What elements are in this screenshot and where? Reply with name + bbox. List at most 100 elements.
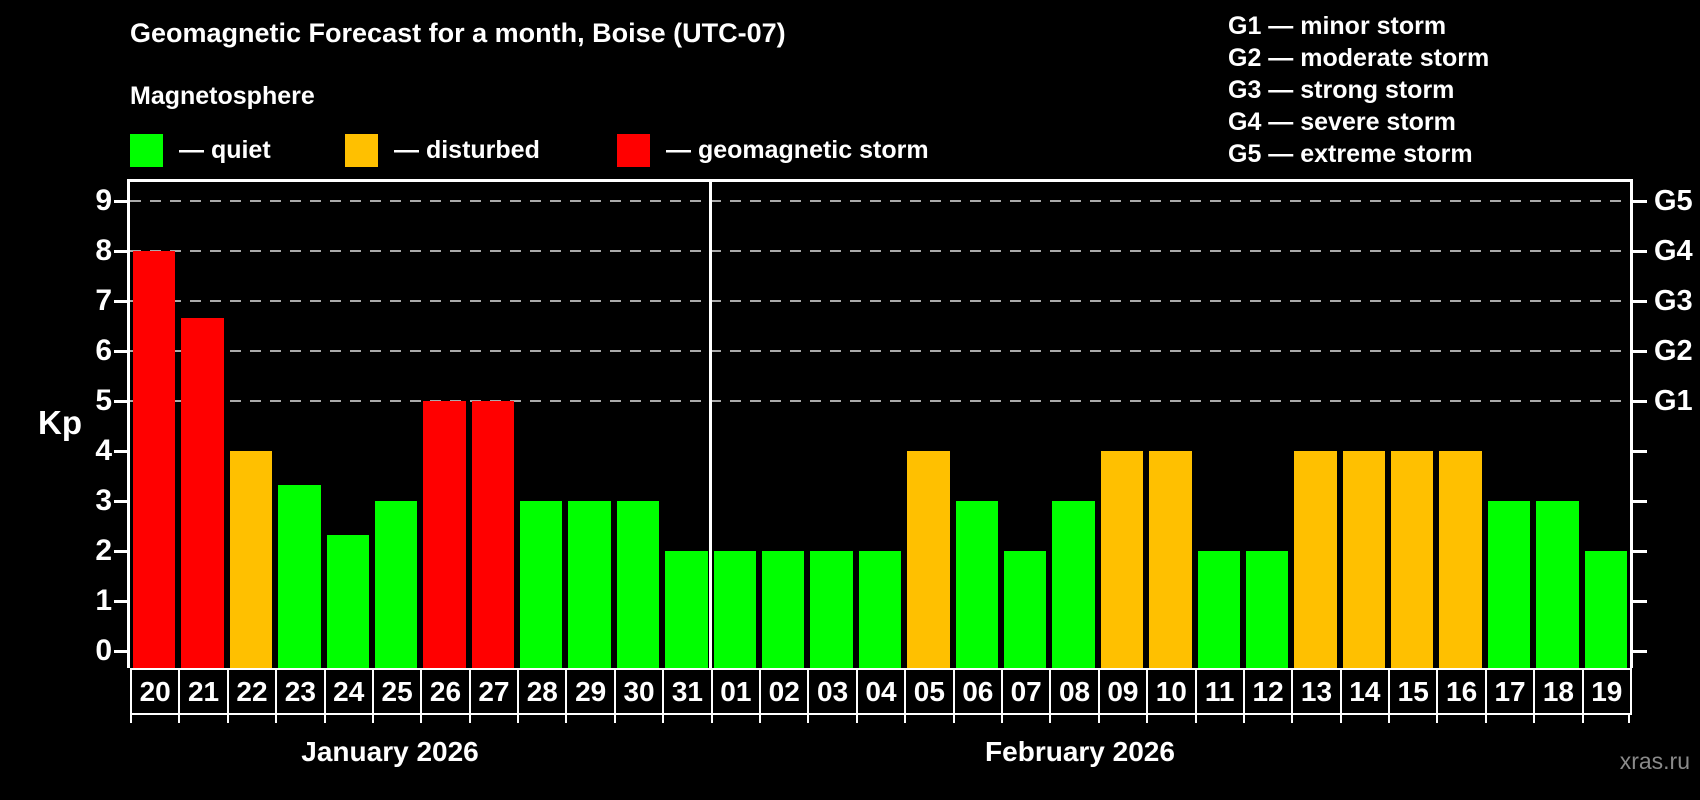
date-cell-25: 25 [371,668,423,715]
y-tick-7 [114,299,130,303]
date-cell-11: 11 [1194,668,1245,715]
g-legend-line-3: G3 — strong storm [1228,76,1455,104]
date-boundary-tick [275,715,278,723]
y-tick-4 [114,449,130,453]
date-boundary-tick [517,715,520,723]
kp-bar-30 [616,501,660,668]
g-level-label-G4: G4 [1654,235,1693,267]
date-cell-19: 19 [1581,668,1632,715]
kp-bar-26 [423,401,466,668]
date-cell-10: 10 [1146,668,1197,715]
date-boundary-tick [1436,715,1439,723]
date-boundary-tick [952,715,955,723]
date-cell-12: 12 [1242,668,1294,715]
right-tick-1 [1633,599,1647,603]
month-label-january: January 2026 [301,736,479,767]
right-tick-9 [1633,199,1647,203]
kp-bar-05 [907,451,950,668]
right-tick-7 [1633,299,1647,303]
date-boundary-tick [1484,715,1487,723]
legend-item-disturbed: — disturbed [345,133,540,167]
date-cell-17: 17 [1484,668,1536,715]
y-tick-0 [114,649,130,653]
kp-bar-17 [1487,501,1531,668]
y-tick-label-3: 3 [95,484,112,517]
date-cell-13: 13 [1291,668,1342,715]
g-level-label-G3: G3 [1654,285,1693,317]
g-legend-line-4: G4 — severe storm [1228,108,1456,136]
kp-bar-31 [665,551,708,668]
g-scale-legend: G1 — minor storm G2 — moderate storm G3 — … [1228,10,1489,170]
kp-bar-02 [762,551,805,668]
g-level-label-G5: G5 [1654,185,1693,217]
watermark: xras.ru [1619,748,1690,774]
legend-item-storm: — geomagnetic storm [617,133,929,167]
date-boundary-tick [1581,715,1584,723]
kp-bar-14 [1342,451,1386,668]
gridline-kp-9 [130,200,1630,202]
date-boundary-tick [226,715,229,723]
right-tick-0 [1633,649,1647,653]
g-legend-line-1: G1 — minor storm [1228,12,1447,40]
month-separator [709,182,713,668]
date-boundary-tick [710,715,713,723]
date-cell-30: 30 [613,668,665,715]
kp-bar-16 [1439,451,1482,668]
date-boundary-tick [1194,715,1197,723]
y-tick-label-7: 7 [95,284,112,317]
month-label-february: February 2026 [985,736,1175,767]
date-cell-26: 26 [420,668,471,715]
legend-swatch-disturbed [345,133,378,167]
date-cell-16: 16 [1436,668,1487,715]
right-tick-4 [1633,449,1647,453]
legend-item-quiet: — quiet [130,133,271,167]
y-tick-label-8: 8 [95,234,112,267]
date-cell-29: 29 [565,668,616,715]
y-tick-6 [114,349,130,353]
kp-bar-15 [1391,451,1434,668]
kp-bar-19 [1584,551,1627,668]
kp-bar-13 [1294,451,1337,668]
date-boundary-tick [1533,715,1536,723]
y-tick-label-2: 2 [95,534,112,567]
date-boundary-tick [565,715,568,723]
date-boundary-tick [1146,715,1149,723]
date-cell-05: 05 [904,668,955,715]
date-cell-20: 20 [130,668,181,715]
date-boundary-tick [323,715,326,723]
date-cell-01: 01 [710,668,762,715]
date-boundary-tick [130,715,132,723]
kp-bar-07 [1003,551,1047,668]
y-tick-label-4: 4 [95,434,112,467]
y-axis-label: Kp [38,404,82,441]
kp-bar-29 [568,501,611,668]
y-tick-3 [114,499,130,503]
date-boundary-tick [468,715,471,723]
date-cell-14: 14 [1339,668,1391,715]
date-cell-03: 03 [807,668,858,715]
y-tick-label-5: 5 [95,384,112,417]
date-boundary-tick [420,715,423,723]
date-cell-27: 27 [468,668,520,715]
kp-bar-24 [326,534,369,668]
right-tick-5 [1633,399,1647,403]
y-tick-8 [114,249,130,253]
y-tick-9 [114,199,130,203]
date-boundary-tick [855,715,858,723]
right-tick-6 [1633,349,1647,353]
kp-bar-06 [955,501,998,668]
plot-area [127,179,1633,668]
date-cell-28: 28 [517,668,568,715]
kp-bar-11 [1197,551,1240,668]
date-cell-21: 21 [178,668,229,715]
date-cell-02: 02 [759,668,810,715]
y-tick-5 [114,399,130,403]
date-boundary-tick [1049,715,1052,723]
y-tick-label-9: 9 [95,184,112,217]
date-boundary-tick [371,715,374,723]
gridline-kp-7 [130,300,1630,302]
magnetosphere-legend: — quiet — disturbed — geomagnetic storm [130,133,930,169]
date-boundary-tick [1388,715,1391,723]
date-cell-23: 23 [275,668,326,715]
magnetosphere-label: Magnetosphere [130,82,315,110]
